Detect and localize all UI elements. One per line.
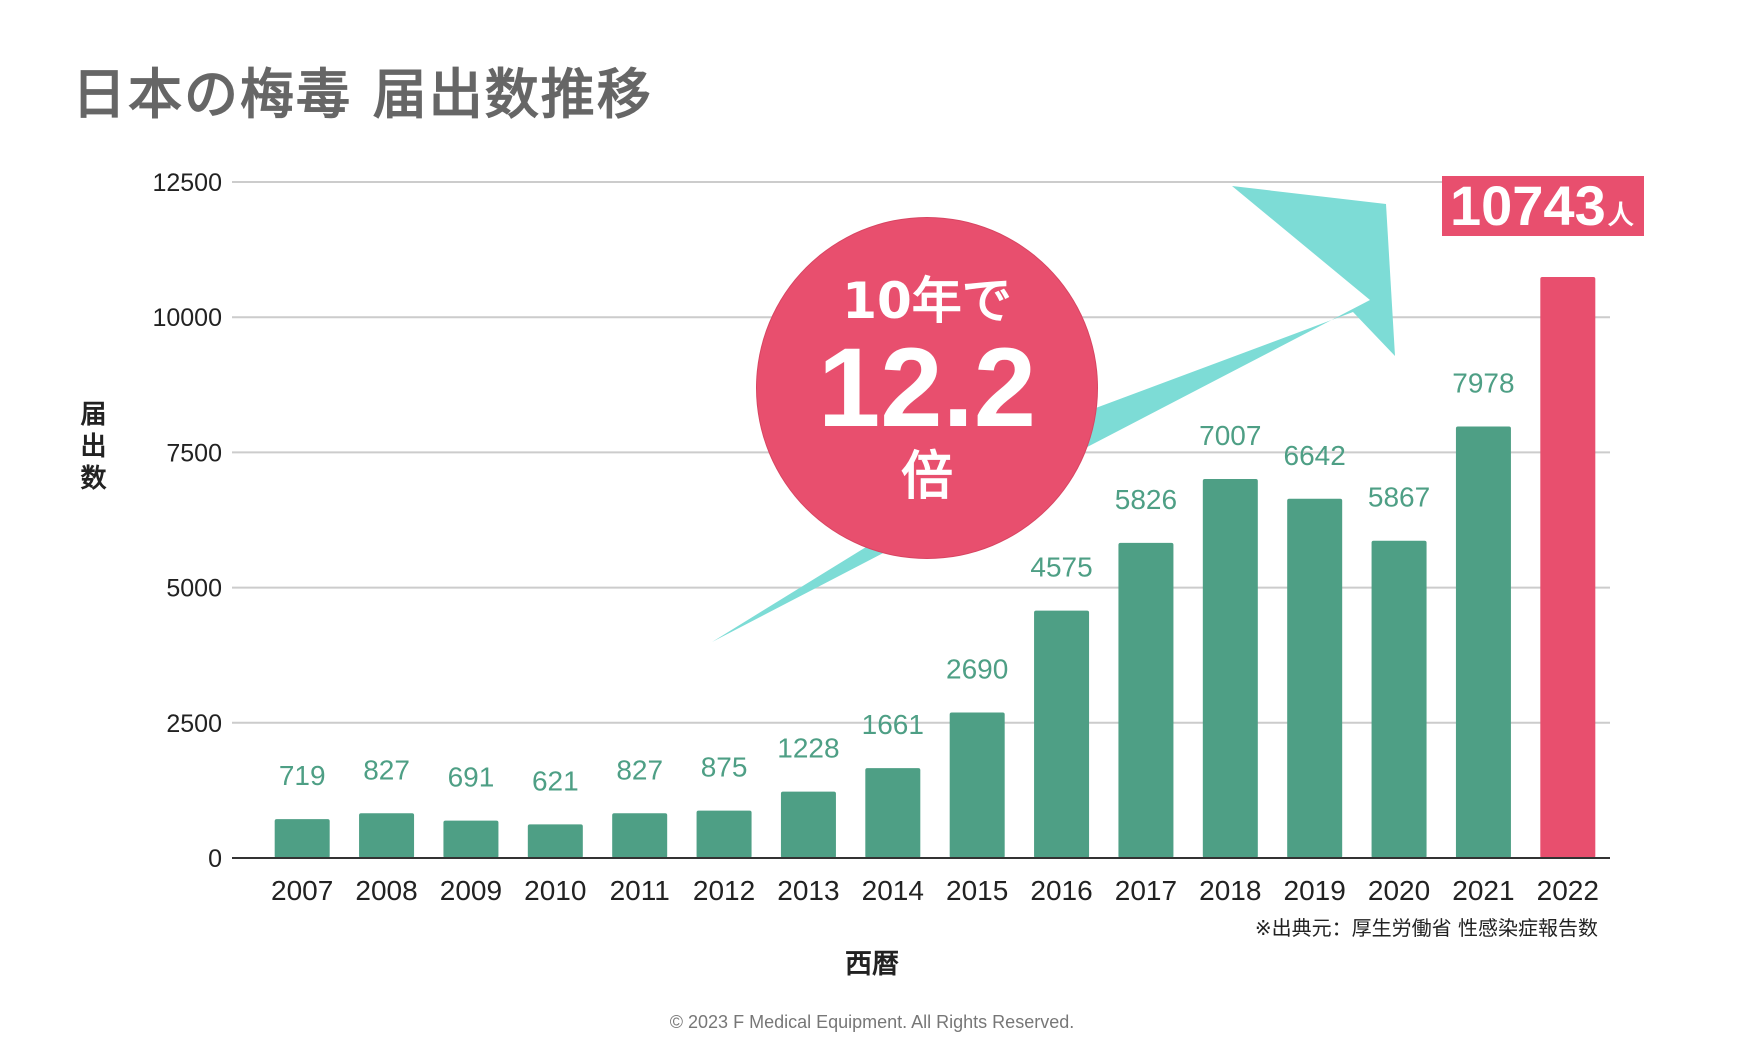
x-tick-label: 2012 bbox=[693, 875, 755, 906]
data-label: 691 bbox=[448, 762, 495, 793]
bar-2011 bbox=[612, 813, 668, 858]
y-tick-label: 12500 bbox=[152, 169, 222, 197]
data-label: 1228 bbox=[777, 733, 839, 764]
y-tick-label: 2500 bbox=[166, 710, 222, 738]
data-label: 875 bbox=[701, 752, 748, 783]
chart-title: 日本の梅毒 届出数推移 bbox=[72, 63, 653, 126]
latest-value-unit: 人 bbox=[1607, 201, 1634, 231]
trend-arrow-icon bbox=[712, 186, 1395, 642]
data-label: 827 bbox=[616, 754, 663, 785]
latest-value-callout: 10743 人 bbox=[1442, 176, 1644, 236]
bar-2016 bbox=[1034, 610, 1090, 858]
data-label: 621 bbox=[532, 765, 579, 796]
bar-2013 bbox=[780, 791, 836, 858]
y-tick-label: 10000 bbox=[152, 304, 222, 332]
x-tick-label: 2015 bbox=[946, 875, 1008, 906]
y-axis-label: 届出数 bbox=[76, 400, 106, 496]
bar-2015 bbox=[949, 712, 1005, 858]
bar-2021 bbox=[1455, 426, 1511, 858]
bar-2019 bbox=[1287, 498, 1343, 858]
data-label: 6642 bbox=[1284, 440, 1346, 471]
x-tick-label: 2017 bbox=[1115, 875, 1177, 906]
x-tick-label: 2011 bbox=[610, 875, 670, 906]
bar-2022 bbox=[1540, 277, 1596, 858]
data-label: 4575 bbox=[1030, 552, 1092, 583]
bar-2020 bbox=[1371, 540, 1427, 858]
x-tick-label: 2007 bbox=[271, 875, 333, 906]
bar-2010 bbox=[527, 824, 583, 858]
x-tick-label: 2022 bbox=[1537, 875, 1599, 906]
x-tick-label: 2019 bbox=[1284, 875, 1346, 906]
growth-badge-line1: 10年で bbox=[842, 271, 1012, 330]
bar-2007 bbox=[274, 819, 330, 858]
x-axis-label: 西暦 bbox=[845, 949, 899, 980]
data-label: 7978 bbox=[1452, 368, 1514, 399]
bar-2018 bbox=[1202, 479, 1258, 858]
growth-badge-line3: 倍 bbox=[900, 447, 953, 508]
data-label: 5867 bbox=[1368, 482, 1430, 513]
growth-badge: 10年で 12.2 倍 bbox=[757, 218, 1097, 558]
x-tick-label: 2021 bbox=[1452, 875, 1514, 906]
data-label: 1661 bbox=[862, 709, 924, 740]
x-tick-label: 2020 bbox=[1368, 875, 1430, 906]
bar-2017 bbox=[1118, 542, 1174, 858]
x-tick-label: 2010 bbox=[524, 875, 586, 906]
x-tick-label: 2009 bbox=[440, 875, 502, 906]
data-label: 719 bbox=[279, 760, 326, 791]
data-label: 7007 bbox=[1199, 420, 1261, 451]
x-tick-label: 2014 bbox=[862, 875, 924, 906]
x-tick-label: 2008 bbox=[355, 875, 417, 906]
bar-2014 bbox=[865, 768, 921, 858]
copyright: © 2023 F Medical Equipment. All Rights R… bbox=[669, 1012, 1075, 1032]
bar-2012 bbox=[696, 810, 752, 858]
x-tick-label: 2018 bbox=[1199, 875, 1261, 906]
growth-badge-value: 12.2 bbox=[818, 324, 1036, 450]
latest-value-number: 10743 bbox=[1450, 174, 1606, 237]
y-tick-label: 5000 bbox=[166, 575, 222, 603]
y-tick-label: 7500 bbox=[166, 439, 222, 467]
x-tick-label: 2016 bbox=[1030, 875, 1092, 906]
data-label: 827 bbox=[363, 754, 410, 785]
source-note: ※出典元：厚生労働省 性感染症報告数 bbox=[1254, 916, 1598, 940]
data-label: 2690 bbox=[946, 654, 1008, 685]
bar-2009 bbox=[443, 820, 499, 858]
y-tick-label: 0 bbox=[208, 845, 222, 873]
data-label: 5826 bbox=[1115, 484, 1177, 515]
x-tick-label: 2013 bbox=[777, 875, 839, 906]
bar-2008 bbox=[359, 813, 415, 858]
